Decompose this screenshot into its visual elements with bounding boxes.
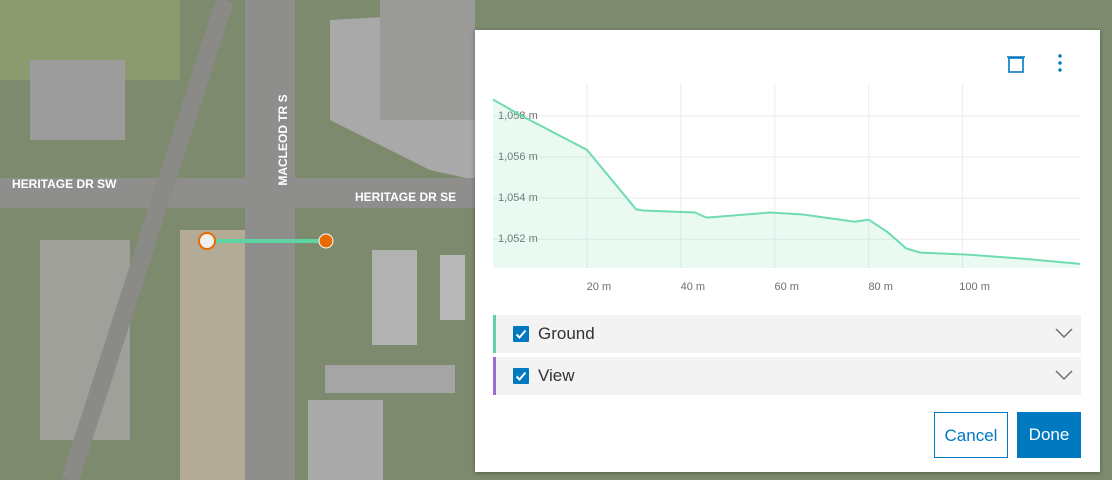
lot: [180, 230, 250, 480]
profile-name: Ground: [538, 324, 595, 343]
x-tick-label: 80 m: [868, 281, 892, 293]
expand-chevron[interactable]: [1055, 326, 1073, 345]
profile-row[interactable]: View: [493, 357, 1081, 395]
delete-button[interactable]: [1007, 56, 1025, 73]
x-tick-label: 60 m: [775, 281, 799, 293]
dot: [1058, 61, 1062, 65]
building: [325, 365, 455, 393]
x-tick-label: 20 m: [587, 281, 611, 293]
road: [0, 178, 475, 208]
x-tick-label: 40 m: [681, 281, 705, 293]
more-menu[interactable]: [1058, 54, 1062, 72]
end-point[interactable]: [318, 233, 334, 249]
trash-icon: [1008, 57, 1024, 73]
profile-line: [492, 98, 1081, 265]
profile-row[interactable]: Ground: [493, 315, 1081, 353]
cancel-button[interactable]: Cancel: [934, 412, 1008, 458]
building: [372, 250, 417, 345]
rail: [61, 0, 234, 480]
profile-area: [493, 99, 1080, 268]
y-tick-label: 1,056 m: [498, 151, 538, 163]
street-label: MACLEOD TR S: [276, 94, 290, 185]
street-label: HERITAGE DR SE: [355, 190, 456, 204]
building: [440, 255, 465, 320]
expand-chevron[interactable]: [1055, 368, 1073, 387]
dot: [1058, 68, 1062, 72]
y-tick-label: 1,054 m: [498, 192, 538, 204]
start-point[interactable]: [198, 232, 216, 250]
profile-color: [493, 315, 496, 353]
check-mark: [515, 371, 527, 381]
x-tick-label: 100 m: [959, 281, 990, 293]
street-label: HERITAGE DR SW: [12, 177, 117, 191]
check-mark: [515, 329, 527, 339]
checkbox[interactable]: [513, 368, 529, 384]
building: [308, 400, 383, 480]
done-button[interactable]: Done: [1017, 412, 1081, 458]
profile-name: View: [538, 366, 575, 385]
checkbox[interactable]: [513, 326, 529, 342]
profile-color: [493, 357, 496, 395]
parking: [380, 0, 475, 120]
profile-chart: 1,052 m1,054 m1,056 m1,058 m20 m 40 m 60 m…: [492, 54, 1081, 293]
building: [30, 60, 125, 140]
dot: [1058, 54, 1062, 58]
y-tick-label: 1,052 m: [498, 233, 538, 245]
elevation-profile-panel: 1,052 m 1,054 m 1,056 m 1,058 m 20 m 40 m 60 m…: [475, 30, 1100, 472]
